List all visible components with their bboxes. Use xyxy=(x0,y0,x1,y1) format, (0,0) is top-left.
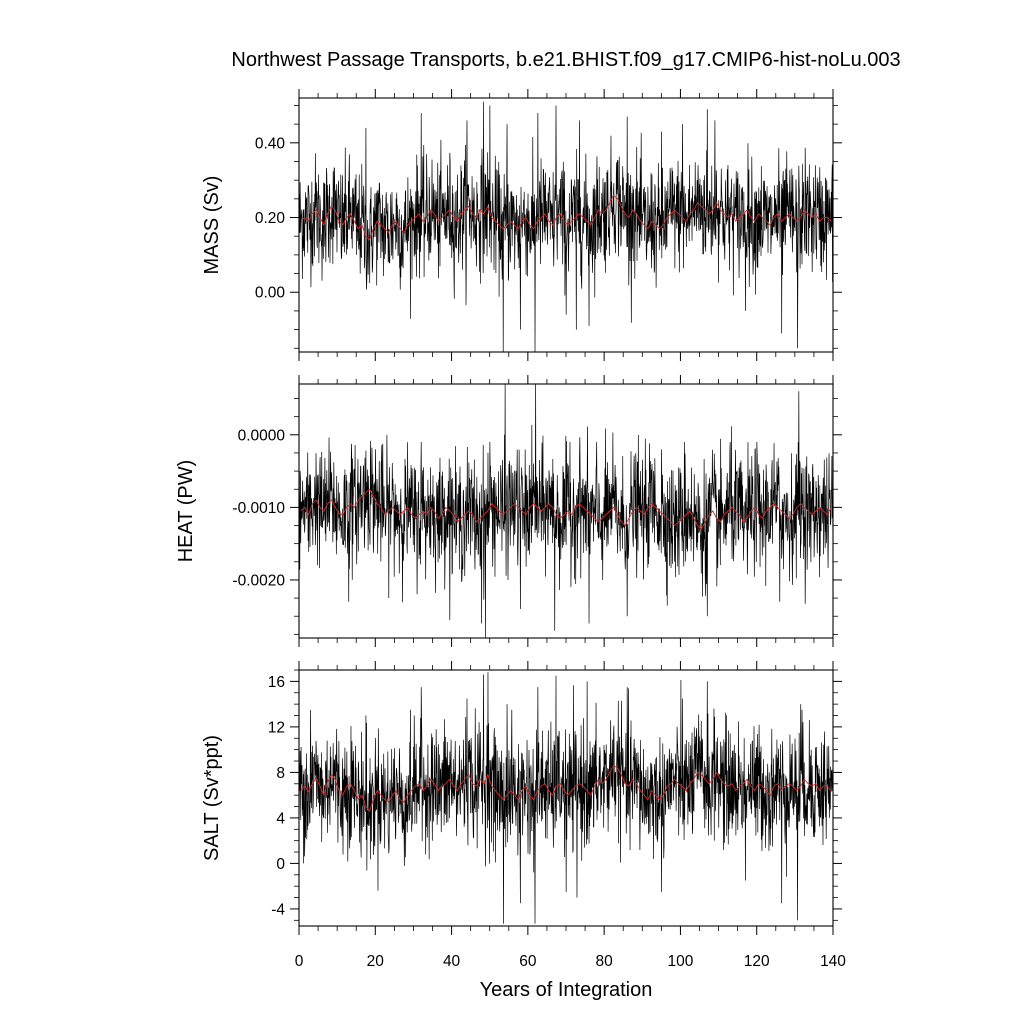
salt-y-tick-label: -4 xyxy=(271,901,285,918)
panel-salt: -4 0 4 8 12 16 SALT (Sv*ppt) 0 20 40 60 80 100 120 140 xyxy=(201,661,846,970)
mass-monthly-series xyxy=(299,101,833,352)
mass-y-tick-label: 0.20 xyxy=(255,210,286,227)
salt-y-tick-label: 16 xyxy=(268,674,285,691)
x-tick-label: 0 xyxy=(295,953,304,970)
x-axis-label: Years of Integration xyxy=(480,979,653,1001)
mass-y-tick-label: 0.00 xyxy=(255,285,286,302)
heat-annual-mean-series xyxy=(300,488,832,530)
x-tick-label: 60 xyxy=(519,953,537,970)
salt-y-tick-label: 8 xyxy=(276,765,285,782)
heat-monthly-series xyxy=(299,384,833,638)
heat-y-tick-label: -0.0010 xyxy=(232,500,285,517)
heat-y-tick-label: -0.0020 xyxy=(232,572,285,589)
heat-y-axis-label: HEAT (PW) xyxy=(175,460,197,563)
panel-heat: -0.0020 -0.0010 0.0000 HEAT (PW) xyxy=(175,375,842,647)
chart-title: Northwest Passage Transports, b.e21.BHIS… xyxy=(231,49,900,71)
mass-y-axis-label: MASS (Sv) xyxy=(201,176,223,275)
x-tick-label: 80 xyxy=(596,953,614,970)
salt-y-tick-label: 4 xyxy=(276,810,285,827)
x-tick-label: 120 xyxy=(744,953,770,970)
x-tick-label: 20 xyxy=(367,953,385,970)
heat-y-tick-label: 0.0000 xyxy=(238,427,286,444)
x-tick-label: 100 xyxy=(667,953,693,970)
x-tick-label: 40 xyxy=(443,953,461,970)
mass-y-tick-label: 0.40 xyxy=(255,135,286,152)
mass-annual-mean-series xyxy=(300,194,832,241)
salt-y-tick-label: 0 xyxy=(276,856,285,873)
salt-monthly-series xyxy=(299,672,833,924)
salt-y-axis-label: SALT (Sv*ppt) xyxy=(201,735,223,861)
salt-y-tick-label: 12 xyxy=(268,719,285,736)
x-tick-label: 140 xyxy=(820,953,846,970)
salt-annual-mean-series xyxy=(300,764,832,812)
panel-mass: 0.00 0.20 0.40 MASS (Sv) xyxy=(201,89,842,361)
